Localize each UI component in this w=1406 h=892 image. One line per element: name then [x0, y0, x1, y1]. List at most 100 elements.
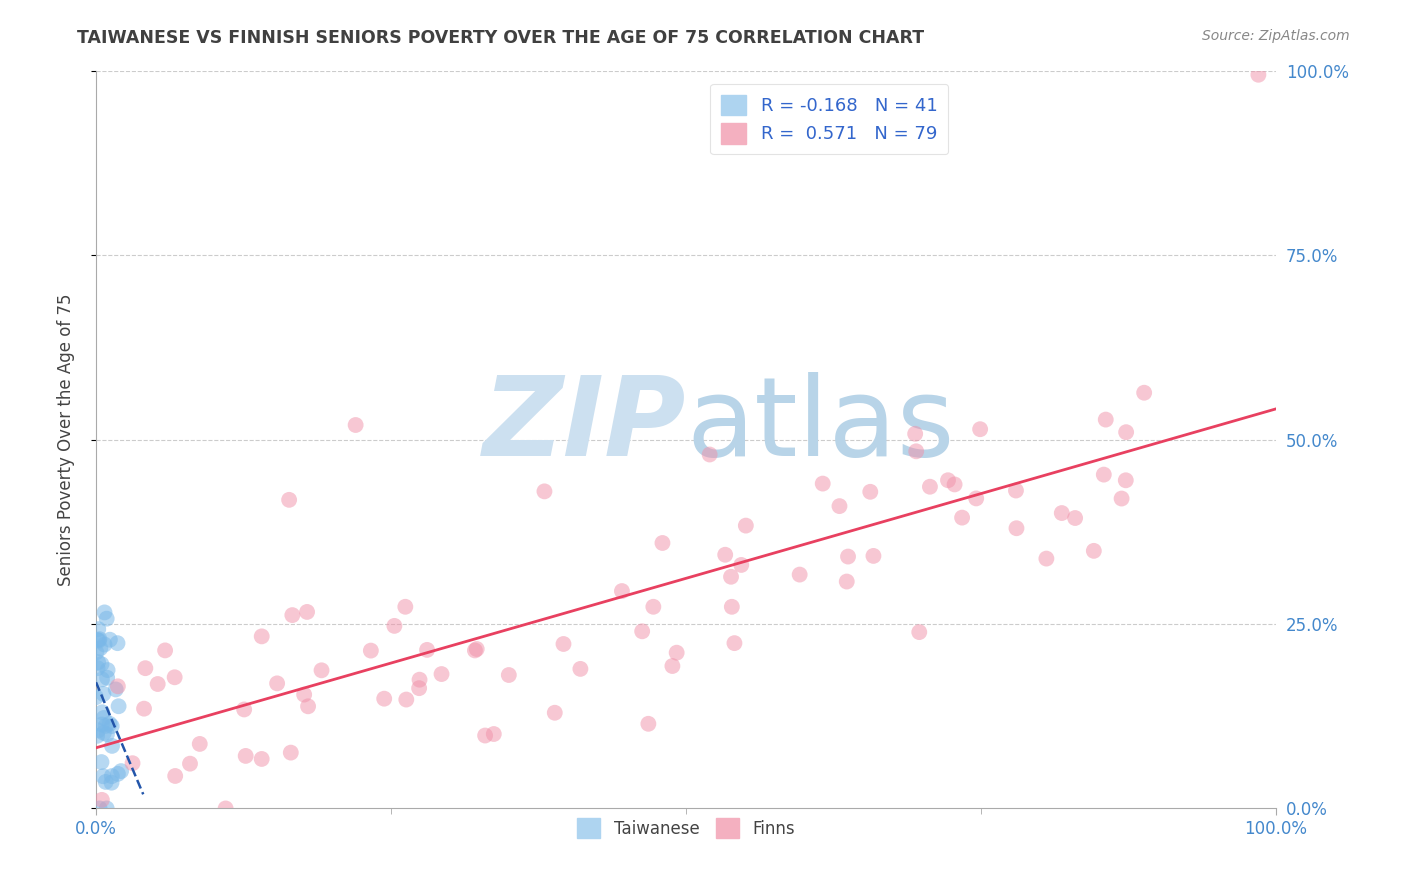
- Point: [730, 558, 752, 572]
- Point: [163, 670, 186, 684]
- Text: Source: ZipAtlas.com: Source: ZipAtlas.com: [1202, 29, 1350, 44]
- Point: [720, 570, 742, 584]
- Point: [631, 624, 654, 639]
- Point: [87, 655, 110, 669]
- Point: [1005, 521, 1028, 535]
- Point: [110, 764, 132, 778]
- Point: [107, 699, 129, 714]
- Point: [84, 690, 107, 705]
- Point: [98, 716, 121, 731]
- Point: [89, 641, 111, 656]
- Point: [610, 584, 633, 599]
- Point: [90, 755, 112, 769]
- Point: [637, 716, 659, 731]
- Point: [416, 643, 439, 657]
- Point: [278, 492, 301, 507]
- Point: [165, 769, 187, 783]
- Point: [1092, 467, 1115, 482]
- Point: [100, 775, 122, 789]
- Point: [1111, 491, 1133, 506]
- Point: [153, 643, 176, 657]
- Point: [90, 793, 112, 807]
- Point: [134, 661, 156, 675]
- Point: [651, 536, 673, 550]
- Point: [250, 629, 273, 643]
- Point: [1133, 385, 1156, 400]
- Point: [179, 756, 201, 771]
- Point: [87, 622, 110, 636]
- Point: [811, 476, 834, 491]
- Text: ZIP: ZIP: [482, 371, 686, 478]
- Point: [235, 748, 257, 763]
- Point: [905, 444, 928, 458]
- Point: [101, 739, 124, 753]
- Point: [96, 801, 118, 815]
- Point: [93, 606, 115, 620]
- Point: [373, 691, 395, 706]
- Point: [96, 612, 118, 626]
- Point: [533, 484, 555, 499]
- Point: [714, 548, 737, 562]
- Point: [465, 642, 488, 657]
- Point: [233, 702, 256, 716]
- Point: [93, 687, 115, 701]
- Point: [93, 638, 115, 652]
- Point: [94, 775, 117, 789]
- Point: [280, 746, 302, 760]
- Point: [643, 599, 665, 614]
- Point: [837, 549, 859, 564]
- Point: [91, 769, 114, 783]
- Point: [1083, 544, 1105, 558]
- Point: [661, 659, 683, 673]
- Point: [311, 663, 333, 677]
- Point: [96, 727, 118, 741]
- Point: [835, 574, 858, 589]
- Point: [250, 752, 273, 766]
- Point: [1094, 412, 1116, 426]
- Point: [1247, 68, 1270, 82]
- Text: TAIWANESE VS FINNISH SENIORS POVERTY OVER THE AGE OF 75 CORRELATION CHART: TAIWANESE VS FINNISH SENIORS POVERTY OVE…: [77, 29, 925, 47]
- Point: [464, 643, 486, 657]
- Point: [87, 633, 110, 648]
- Point: [295, 605, 318, 619]
- Point: [721, 599, 744, 614]
- Point: [107, 636, 129, 650]
- Point: [89, 632, 111, 647]
- Point: [132, 701, 155, 715]
- Point: [1115, 425, 1137, 440]
- Point: [96, 671, 118, 685]
- Point: [188, 737, 211, 751]
- Point: [408, 673, 430, 687]
- Point: [266, 676, 288, 690]
- Point: [394, 599, 416, 614]
- Point: [121, 756, 143, 771]
- Point: [94, 719, 117, 733]
- Point: [297, 699, 319, 714]
- Point: [93, 726, 115, 740]
- Point: [1035, 551, 1057, 566]
- Point: [98, 632, 121, 647]
- Point: [862, 549, 884, 563]
- Y-axis label: Seniors Poverty Over the Age of 75: Seniors Poverty Over the Age of 75: [58, 293, 75, 586]
- Point: [86, 729, 108, 743]
- Point: [665, 646, 688, 660]
- Point: [90, 673, 112, 687]
- Point: [90, 717, 112, 731]
- Point: [965, 491, 987, 506]
- Point: [107, 679, 129, 693]
- Point: [1064, 511, 1087, 525]
- Point: [1050, 506, 1073, 520]
- Point: [430, 667, 453, 681]
- Point: [93, 711, 115, 725]
- Point: [699, 448, 721, 462]
- Point: [360, 643, 382, 657]
- Point: [908, 625, 931, 640]
- Point: [100, 719, 122, 733]
- Point: [544, 706, 567, 720]
- Legend: Taiwanese, Finns: Taiwanese, Finns: [571, 812, 801, 845]
- Point: [292, 688, 315, 702]
- Point: [553, 637, 575, 651]
- Point: [214, 801, 236, 815]
- Point: [395, 692, 418, 706]
- Point: [482, 727, 505, 741]
